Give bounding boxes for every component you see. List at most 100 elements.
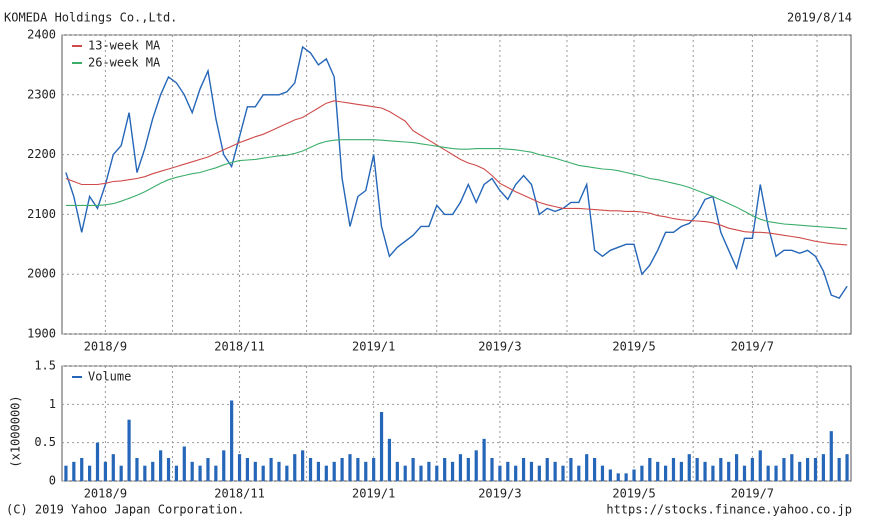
volume-bar xyxy=(127,419,131,481)
volume-bar xyxy=(332,461,336,481)
x-tick-label: 2019/1 xyxy=(352,340,395,354)
volume-bar xyxy=(679,461,683,481)
volume-bar xyxy=(88,465,92,481)
volume-bar xyxy=(498,465,502,481)
volume-bar xyxy=(340,458,344,481)
volume-bar xyxy=(80,458,84,481)
x-tick-label: 2019/3 xyxy=(478,487,521,501)
volume-bar xyxy=(277,461,281,481)
volume-bar xyxy=(490,458,494,481)
copyright: (C) 2019 Yahoo Japan Corporation. xyxy=(6,503,244,517)
volume-bar xyxy=(159,450,163,481)
volume-bar xyxy=(766,465,770,481)
volume-bar xyxy=(364,461,368,481)
volume-bar xyxy=(608,469,612,481)
x-tick-label: 2018/11 xyxy=(214,487,265,501)
volume-bar xyxy=(829,431,833,481)
volume-bar xyxy=(514,465,518,481)
company-name: KOMEDA Holdings Co.,Ltd. xyxy=(4,11,177,25)
volume-bar xyxy=(506,461,510,481)
volume-bar xyxy=(561,465,565,481)
volume-bar xyxy=(648,458,652,481)
volume-bar xyxy=(450,461,455,481)
volume-bar xyxy=(348,454,352,481)
volume-bar xyxy=(482,438,486,481)
volume-bar xyxy=(198,465,202,481)
volume-bar xyxy=(151,461,155,481)
volume-bar xyxy=(72,461,76,481)
volume-bar xyxy=(640,465,644,481)
y-axis-label: (x1000000) xyxy=(9,395,23,467)
volume-bar xyxy=(166,458,171,481)
volume-bar xyxy=(111,454,115,481)
volume-bar xyxy=(592,458,597,481)
volume-bar xyxy=(663,465,668,481)
volume-bar xyxy=(190,461,194,481)
y-tick-label: 2000 xyxy=(27,267,56,281)
volume-bar xyxy=(806,458,810,481)
volume-bar xyxy=(119,465,123,481)
x-tick-label: 2019/7 xyxy=(731,487,774,501)
volume-bar xyxy=(293,454,297,481)
volume-bar xyxy=(600,465,605,481)
volume-bar xyxy=(750,458,754,481)
y-tick-label: 1 xyxy=(49,397,56,411)
volume-bar xyxy=(435,465,439,481)
y-tick-label: 2300 xyxy=(27,87,56,101)
price-line xyxy=(65,45,848,299)
volume-bar xyxy=(427,461,431,481)
volume-bar xyxy=(727,461,731,481)
volume-bar xyxy=(821,454,825,481)
source-url: https://stocks.finance.yahoo.co.jp xyxy=(606,503,852,517)
volume-bar xyxy=(285,465,289,481)
price-line xyxy=(65,139,848,230)
y-tick-label: 0 xyxy=(49,474,56,488)
volume-bar xyxy=(529,461,534,481)
volume-bar xyxy=(656,461,660,481)
volume-bar xyxy=(545,458,549,481)
chart-date: 2019/8/14 xyxy=(787,11,852,25)
volume-bar xyxy=(537,465,541,481)
volume-bar xyxy=(585,454,589,481)
volume-bar xyxy=(395,461,399,481)
volume-bar xyxy=(261,465,265,481)
legend-label: 13-week MA xyxy=(88,39,161,53)
legend-label: 26-week MA xyxy=(88,56,161,70)
legend-label: Volume xyxy=(88,370,131,384)
volume-bar xyxy=(230,400,234,481)
volume-bar xyxy=(742,465,747,481)
x-tick-label: 2019/7 xyxy=(731,340,774,354)
volume-bar xyxy=(624,473,628,481)
volume-bar xyxy=(466,458,470,481)
y-tick-label: 2400 xyxy=(27,28,56,42)
x-tick-label: 2018/9 xyxy=(84,340,127,354)
x-tick-label: 2019/1 xyxy=(352,487,395,501)
x-tick-label: 2018/11 xyxy=(214,340,265,354)
volume-bar xyxy=(182,446,186,481)
volume-bar xyxy=(411,458,415,481)
volume-bar xyxy=(308,458,313,481)
volume-bar xyxy=(174,465,179,481)
volume-bar xyxy=(95,442,100,481)
volume-bar xyxy=(632,469,636,481)
price-line xyxy=(65,100,848,246)
volume-bar xyxy=(790,454,794,481)
y-tick-label: 2200 xyxy=(27,147,56,161)
volume-bar xyxy=(214,465,218,481)
volume-bar xyxy=(521,458,526,481)
volume-bar xyxy=(703,461,707,481)
volume-bar xyxy=(671,458,676,481)
volume-bar xyxy=(245,458,250,481)
volume-bar xyxy=(316,461,321,481)
volume-bar xyxy=(403,465,407,481)
x-tick-label: 2019/5 xyxy=(612,340,655,354)
volume-bar xyxy=(372,458,376,481)
volume-bar xyxy=(356,458,360,481)
x-tick-label: 2018/9 xyxy=(84,487,127,501)
volume-bar xyxy=(845,454,849,481)
y-tick-label: 1900 xyxy=(27,327,56,341)
y-tick-label: 0.5 xyxy=(34,435,56,449)
volume-bar xyxy=(103,461,107,481)
volume-bar xyxy=(782,458,786,481)
